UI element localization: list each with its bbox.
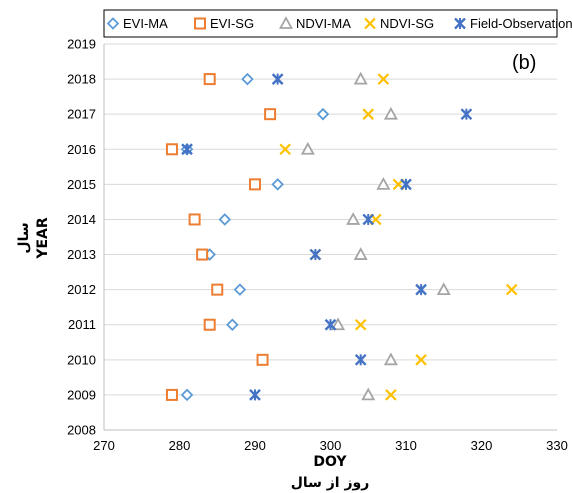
x-tick-label-280: 280 [169,438,191,453]
point-evi-sg-2012 [211,283,224,296]
point-evi-sg-2013 [196,248,209,261]
point-field-observation-2012 [415,283,427,296]
y-tick-label-2015: 2015 [67,177,96,192]
x-tick-label-330: 330 [546,438,568,453]
point-evi-sg-2010 [256,353,269,366]
point-evi-ma-2014 [218,213,232,226]
point-evi-ma-2017 [316,107,330,121]
point-evi-ma-2015 [271,178,284,191]
point-evi-sg-2017 [264,108,277,121]
y-tick-label-2013: 2013 [67,247,96,262]
point-evi-ma-2011 [226,318,239,332]
point-evi-sg-2016 [165,143,178,156]
x-tick-label-290: 290 [244,438,266,453]
point-ndvi-ma-2016 [300,141,315,155]
series-evi-sg [165,73,277,401]
x-tick-label-270: 270 [93,438,115,453]
x-tick-label-320: 320 [471,438,493,453]
legend-marker-ndvi-sg [364,17,376,30]
point-evi-sg-2018 [203,73,216,86]
series-field-observation [181,73,473,401]
x-tick-label-310: 310 [395,438,417,453]
x-axis-title: DOY [313,454,347,470]
point-evi-ma-2009 [180,388,194,402]
y-tick-label-2012: 2012 [67,282,96,297]
data-points [165,71,518,402]
y-tick-label-2019: 2019 [67,37,96,52]
x-axis-title-persian: روز از سال [291,475,370,491]
point-field-observation-2013 [309,248,322,261]
y-tick-label-2014: 2014 [67,212,96,227]
point-ndvi-sg-2018 [377,73,390,85]
point-field-observation-2014 [362,213,375,226]
point-ndvi-sg-2017 [362,108,375,120]
legend-marker-field-observation [454,17,466,30]
point-ndvi-sg-2011 [354,318,367,331]
y-axis-title-persian: سال [16,222,32,253]
point-ndvi-ma-2017 [383,106,398,120]
y-tick-label-2016: 2016 [67,142,96,157]
x-tick-label-300: 300 [320,438,342,453]
point-ndvi-ma-2010 [383,352,398,366]
point-ndvi-ma-2014 [346,212,361,225]
point-evi-sg-2011 [203,318,216,331]
panel-label: (b) [512,52,536,74]
legend-label-evi-ma: EVI-MA [123,16,168,31]
point-field-observation-2018 [271,73,284,85]
point-ndvi-ma-2012 [436,282,451,296]
point-ndvi-sg-2010 [415,354,427,366]
point-field-observation-2017 [460,108,473,121]
legend-marker-evi-sg [194,17,206,30]
y-tick-label-2017: 2017 [67,107,96,122]
point-ndvi-ma-2015 [376,176,391,190]
point-field-observation-2010 [354,353,367,366]
point-evi-sg-2014 [188,213,201,226]
legend-marker-evi-ma [106,17,120,30]
legend-label-ndvi-sg: NDVI-SG [380,16,434,31]
axes [103,44,557,431]
point-field-observation-2009 [249,389,261,401]
y-tick-label-2011: 2011 [68,317,96,332]
series-ndvi-ma [300,71,451,401]
point-ndvi-ma-2011 [331,317,346,331]
y-tick-label-2009: 2009 [67,387,96,402]
point-ndvi-sg-2012 [505,283,518,296]
legend-label-field-observation: Field-Observation [470,16,572,31]
point-evi-ma-2012 [233,283,247,296]
point-ndvi-ma-2009 [361,387,376,401]
y-tick-label-2008: 2008 [67,423,96,438]
point-field-observation-2015 [400,178,412,191]
y-tick-label-2010: 2010 [67,352,96,367]
point-ndvi-sg-2016 [279,143,291,156]
y-tick-label-2018: 2018 [67,72,96,87]
legend-box [103,9,558,38]
point-field-observation-2016 [181,143,193,156]
legend-label-evi-sg: EVI-SG [210,16,254,31]
legend-marker-ndvi-ma [278,16,294,29]
point-ndvi-ma-2018 [353,71,368,85]
point-evi-ma-2018 [241,72,254,86]
x-tick-labels: 270 280 290 300 310 320 330 [93,438,568,453]
y-tick-labels: 2008 2009 2010 2011 2012 2013 2014 2015 2016 2017… [67,37,96,438]
series-evi-ma [180,72,330,402]
point-evi-sg-2015 [249,178,261,191]
point-ndvi-ma-2013 [353,247,368,260]
point-ndvi-sg-2009 [385,389,397,401]
point-field-observation-2011 [324,318,337,331]
y-axis-title: YEAR [35,217,51,260]
point-evi-sg-2009 [165,388,178,401]
legend-label-ndvi-ma: NDVI-MA [296,16,351,31]
legend: EVI-MA EVI-SG NDVI-MA NDVI-SG Field-Observat… [103,9,572,38]
